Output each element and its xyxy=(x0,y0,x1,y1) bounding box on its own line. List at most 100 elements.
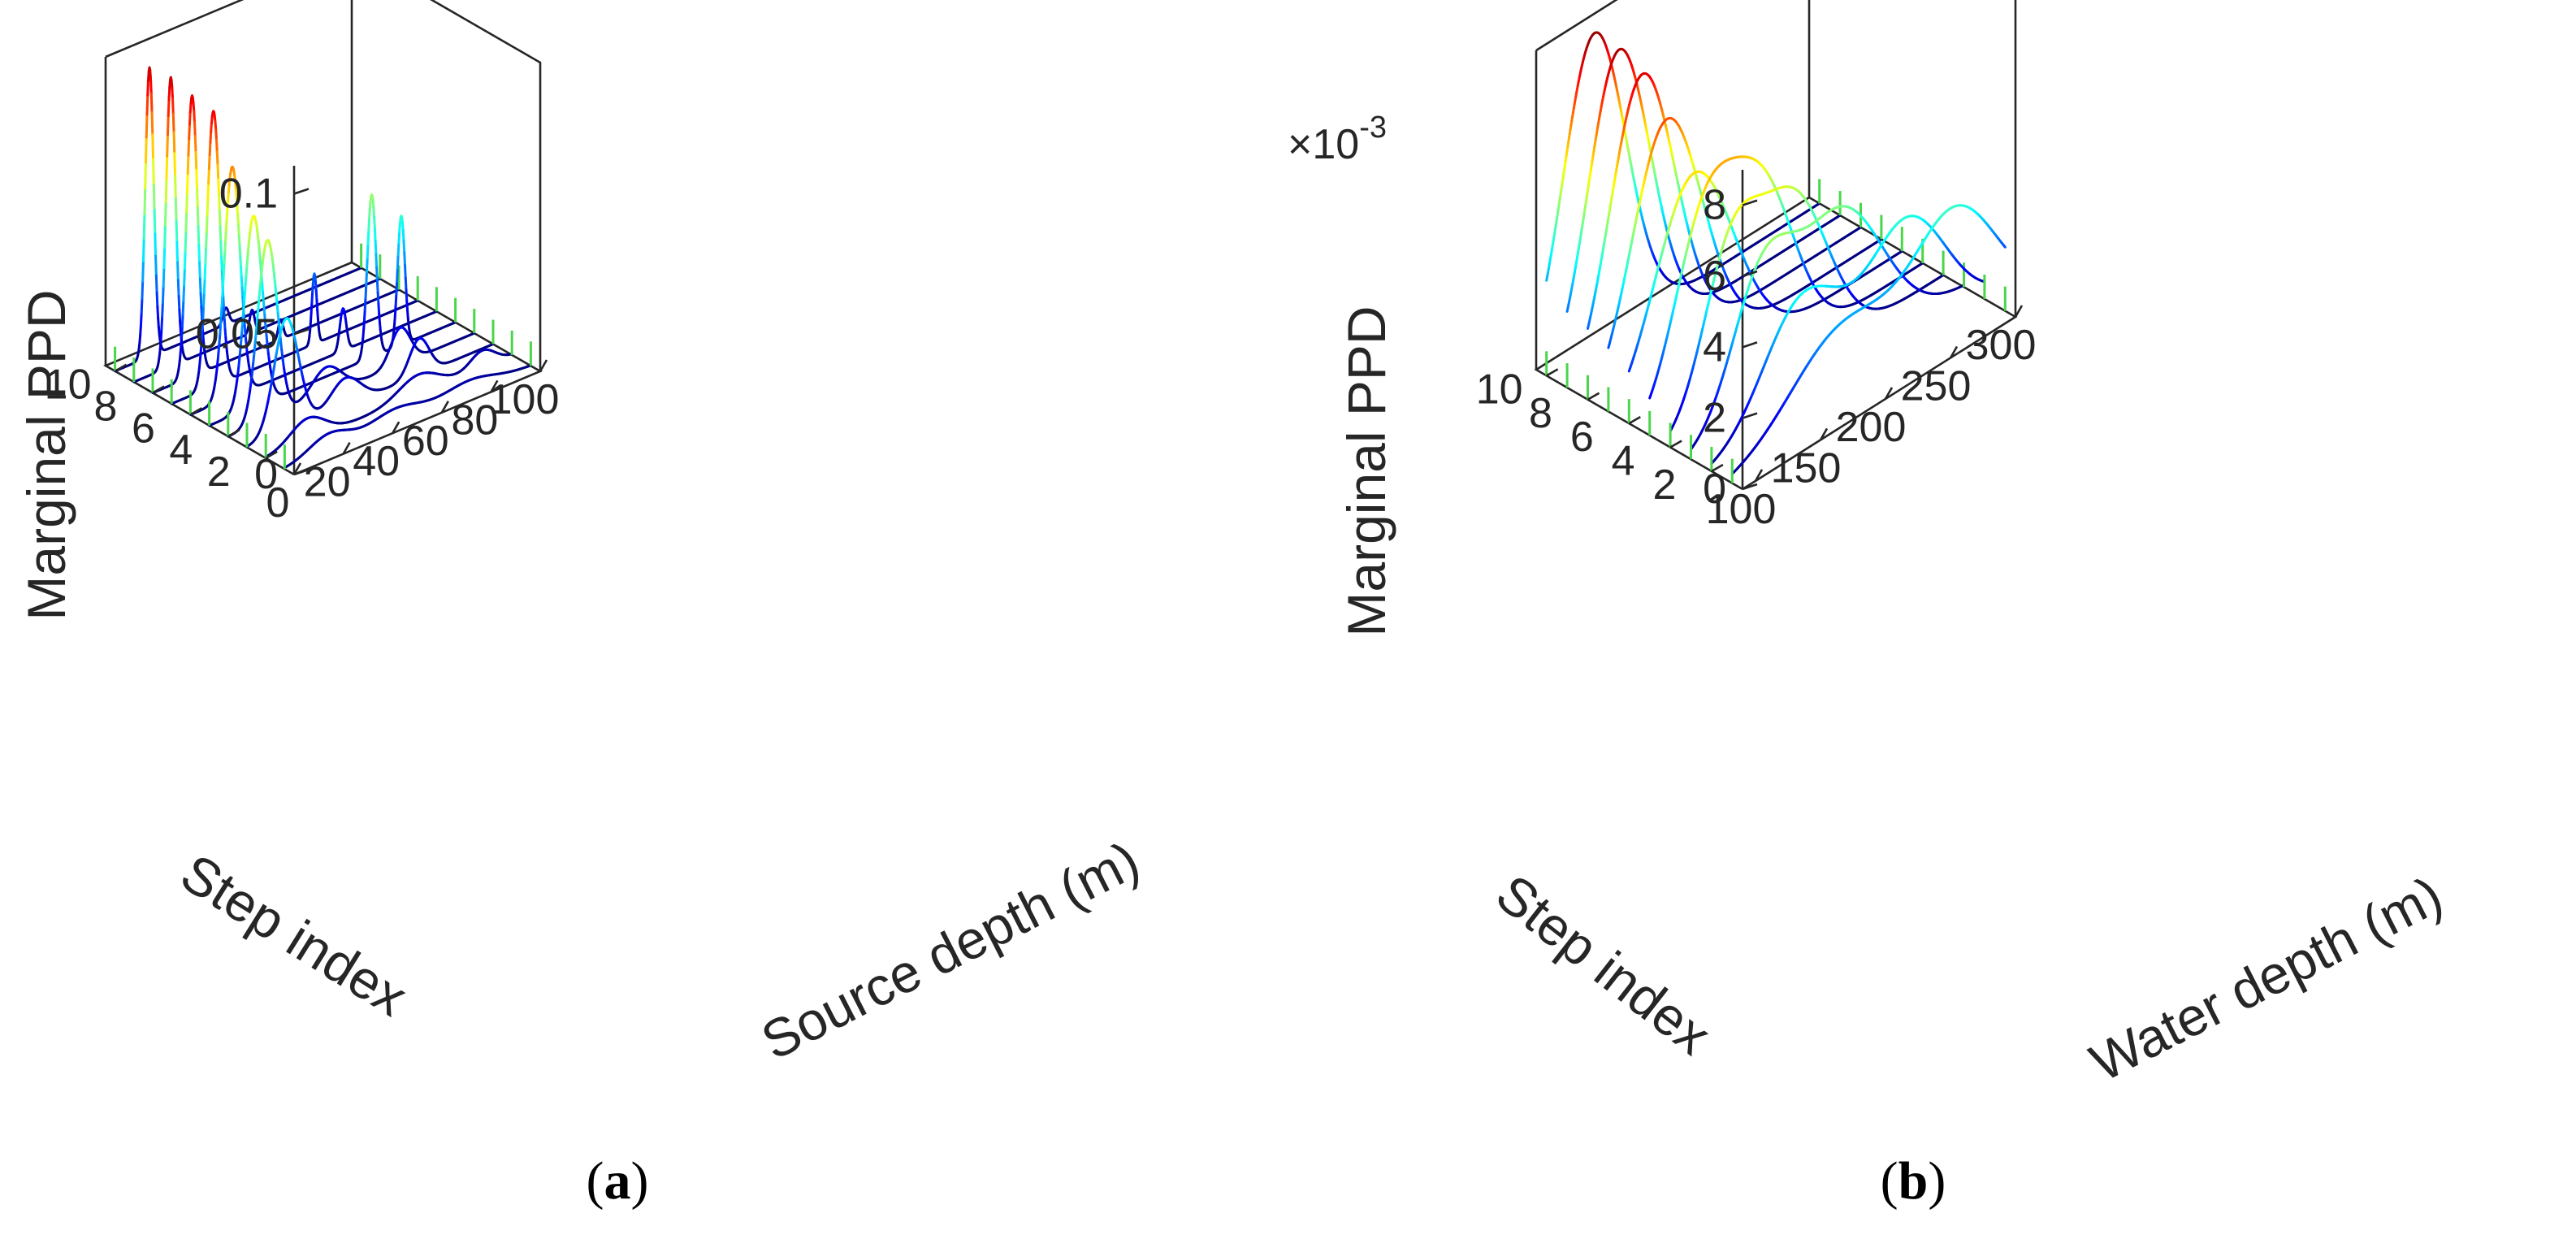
series-line-step-8 xyxy=(188,123,191,141)
series-line-step-9 xyxy=(172,131,176,155)
series-line-step-10 xyxy=(141,237,145,262)
series-line-step-9 xyxy=(162,266,166,288)
series-line-step-5 xyxy=(405,288,409,302)
series-line-step-8 xyxy=(185,191,188,214)
series-line-step-5 xyxy=(396,254,400,270)
series-line-step-9 xyxy=(163,201,167,227)
series-line-step-8 xyxy=(196,206,200,228)
series-line-step-10 xyxy=(149,78,153,95)
series-line-step-5 xyxy=(261,283,265,294)
series-line-step-9 xyxy=(161,301,164,318)
series-line-step-5 xyxy=(258,260,262,271)
z-axis-label: Marginal PPD xyxy=(16,289,76,620)
x-tick-mark xyxy=(539,359,548,372)
series-line-step-5 xyxy=(240,323,245,334)
series-line-step-5 xyxy=(393,314,396,326)
series-line-step-5 xyxy=(262,291,265,301)
series-line-step-7 xyxy=(201,305,206,320)
series-line-step-5 xyxy=(373,227,377,242)
series-line-step-5 xyxy=(362,318,366,331)
series-line-step-8 xyxy=(181,299,185,316)
series-line-step-5 xyxy=(245,258,249,269)
series-line-step-9 xyxy=(171,97,175,115)
series-line-step-5 xyxy=(362,327,366,338)
series-line-step-8 xyxy=(188,110,192,126)
back-wall-top-edge xyxy=(1535,0,1811,197)
series-line-step-10 xyxy=(142,212,146,240)
x-tick-mark xyxy=(440,401,449,414)
z-tick-mark xyxy=(293,328,310,336)
series-line-step-7 xyxy=(216,163,220,181)
series-line-step-6 xyxy=(240,286,245,299)
series-line-step-7 xyxy=(223,318,227,331)
series-line-step-10 xyxy=(1817,202,1821,206)
series-line-step-6 xyxy=(240,275,244,289)
series-line-step-7 xyxy=(205,230,208,249)
series-line-step-7 xyxy=(206,197,210,217)
series-line-step-10 xyxy=(149,69,153,81)
series-line-step-9 xyxy=(174,174,177,200)
chart-panel-b: 0 2 4 6 8 100 150 200 250 300 2 4 6 8 10 ×10-3 Margina… xyxy=(1288,0,2575,1235)
series-line-step-8 xyxy=(196,187,199,210)
series-line-step-6 xyxy=(219,324,223,336)
series-line-step-5 xyxy=(262,306,266,317)
series-line-step-9 xyxy=(167,86,171,102)
series-line-step-7 xyxy=(314,288,318,302)
series-line-step-7 xyxy=(200,327,204,341)
series-line-step-5 xyxy=(395,280,399,296)
series-line-step-9 xyxy=(175,219,179,244)
x-tick-mark xyxy=(490,379,499,393)
series-line-step-5 xyxy=(363,297,367,311)
series-line-step-5 xyxy=(393,304,397,317)
x-tick-label: 40 xyxy=(353,438,400,485)
series-line-step-7 xyxy=(310,290,314,304)
x-tick-label: 0 xyxy=(266,479,290,526)
series-line-step-5 xyxy=(244,274,248,285)
series-line-step-5 xyxy=(400,221,405,232)
series-line-step-10 xyxy=(145,93,149,116)
series-line-step-7 xyxy=(207,167,210,185)
step-tick-label: 2 xyxy=(207,448,231,496)
series-line-step-5 xyxy=(241,306,245,318)
z-tick-mark xyxy=(293,468,310,476)
series-line-step-5 xyxy=(262,298,266,309)
series-line-step-6 xyxy=(224,218,228,232)
series-line-step-7 xyxy=(218,193,221,212)
series-line-step-7 xyxy=(210,122,213,133)
series-line-step-8 xyxy=(193,120,197,138)
series-line-step-5 xyxy=(240,331,244,341)
series-line-step-6 xyxy=(226,199,230,211)
series-line-step-5 xyxy=(396,266,399,283)
series-line-step-6 xyxy=(236,223,240,236)
step-tick-label: 10 xyxy=(45,362,92,409)
x-tick-mark xyxy=(342,441,351,455)
series-line-step-10 xyxy=(154,254,158,277)
panel-caption: (a) xyxy=(587,1151,649,1211)
series-line-step-5 xyxy=(366,256,369,273)
series-line-step-9 xyxy=(166,133,169,158)
panel-letter: a xyxy=(604,1151,631,1211)
series-line-step-9 xyxy=(171,112,175,134)
series-line-step-10 xyxy=(144,161,147,190)
series-line-step-7 xyxy=(214,128,218,141)
z-tick-mark xyxy=(293,188,310,195)
series-line-step-9 xyxy=(177,295,181,311)
series-line-step-10 xyxy=(146,79,150,97)
series-line-step-8 xyxy=(194,150,198,171)
series-line-step-7 xyxy=(203,262,207,280)
series-line-step-6 xyxy=(218,332,222,344)
series-line-step-6 xyxy=(220,294,224,308)
series-line-step-7 xyxy=(309,321,312,332)
series-line-step-5 xyxy=(378,312,381,323)
series-line-step-7 xyxy=(310,301,314,314)
series-line-step-5 xyxy=(241,314,245,326)
series-line-step-10 xyxy=(138,333,142,344)
series-line-step-7 xyxy=(223,308,226,322)
z-tick-label: 0.05 xyxy=(196,310,278,358)
series-line-step-9 xyxy=(166,115,170,136)
step-tick-mark xyxy=(152,385,165,394)
series-line-step-7 xyxy=(314,280,318,292)
series-line-step-6 xyxy=(235,196,239,207)
series-line-step-8 xyxy=(198,261,201,280)
series-line-step-7 xyxy=(315,299,319,312)
